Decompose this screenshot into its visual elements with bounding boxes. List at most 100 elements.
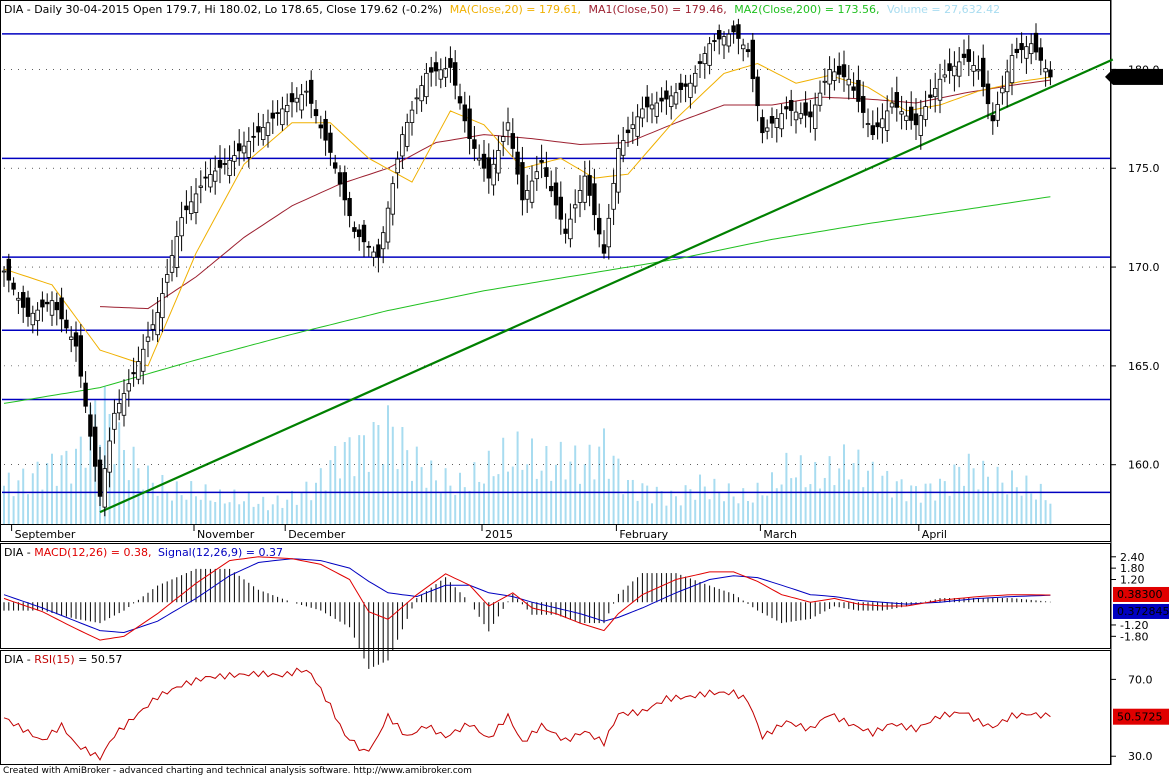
candle-body (356, 229, 362, 238)
date-axis-label: February (619, 528, 668, 541)
candle-body (347, 198, 352, 217)
candle-body (990, 115, 995, 122)
date-axis-label: December (288, 528, 346, 541)
candle-body (601, 244, 607, 254)
candle-body (83, 382, 88, 407)
candle-body (510, 133, 515, 149)
candle-body (856, 79, 861, 102)
candle-body (131, 372, 136, 375)
candle-body (404, 121, 410, 147)
price-tick-label: 175.0 (1128, 162, 1160, 175)
candle-body (184, 205, 189, 211)
candle-body (798, 113, 803, 119)
candle-body (702, 53, 707, 65)
candle-body (198, 185, 203, 188)
candle-body (232, 155, 237, 162)
candle-body (952, 65, 957, 77)
candle-body (169, 255, 175, 273)
candle-body (995, 104, 1000, 121)
candle-body (203, 176, 208, 179)
candle-body (126, 383, 131, 392)
trendline (99, 58, 1114, 514)
rsi-panel[interactable]: 70.0 30.0 50.5725 (3, 667, 1169, 763)
candle-body (534, 171, 539, 180)
candle-body (188, 201, 194, 214)
candle-body (909, 106, 914, 121)
candle-body (525, 190, 530, 200)
candle-body (1005, 71, 1010, 93)
candle-body (520, 162, 525, 201)
ma200-line (3, 196, 1051, 404)
rsi-tick-label: 30.0 (1128, 750, 1153, 763)
candle-body (789, 100, 794, 111)
candle-body (827, 69, 832, 85)
candle-body (472, 139, 477, 149)
candle-body (750, 39, 755, 80)
signal-value-label: 0.372845 (1117, 605, 1170, 618)
candle-body (697, 61, 703, 64)
candle-body (669, 95, 674, 107)
rsi-value-label: = 50.57 (78, 653, 122, 666)
candle-body (54, 302, 59, 311)
candle-body (117, 403, 122, 414)
candle-body (894, 92, 899, 108)
footer-credit: Created with AmiBroker - advanced charti… (3, 766, 472, 776)
candle-body (769, 116, 775, 124)
ma20-label: MA(Close,20) = 179.61, (450, 3, 581, 16)
candle-body (765, 127, 770, 132)
candle-body (1024, 46, 1029, 59)
candle-body (664, 90, 669, 100)
candle-body (45, 301, 50, 305)
candle-body (654, 102, 659, 117)
candle-body (121, 393, 127, 416)
candle-body (726, 33, 731, 47)
macd-label: MACD(12,26) = 0.38, (34, 546, 151, 559)
candle-body (553, 182, 559, 206)
last-price-label: 179.62 (1118, 71, 1157, 84)
candle-body (145, 336, 151, 342)
candle-body (155, 312, 160, 336)
candle-body (899, 111, 904, 115)
rsi-line (3, 667, 1051, 761)
candle-body (462, 104, 467, 122)
candle-body (308, 79, 314, 104)
candle-body (630, 124, 635, 129)
candle-body (476, 157, 482, 161)
candle-body (299, 94, 304, 111)
candle-body (875, 122, 880, 128)
candle-body (289, 93, 295, 103)
candle-body (683, 83, 688, 87)
candle-body (371, 251, 376, 258)
candle-body (717, 30, 722, 40)
candle-body (966, 49, 971, 62)
candle-body (179, 217, 184, 237)
candle-body (985, 83, 991, 105)
candle-body (597, 217, 602, 235)
candle-body (822, 80, 827, 83)
candle-body (515, 151, 520, 175)
candle-body (20, 292, 26, 308)
candle-body (428, 67, 434, 73)
candle-body (222, 163, 227, 165)
candle-body (793, 111, 799, 121)
candle-body (774, 118, 779, 128)
macd-value-label: 0.38300 (1117, 588, 1163, 601)
candle-body (280, 108, 285, 126)
candle-body (424, 72, 429, 98)
candle-body (500, 136, 506, 142)
candle-body (140, 348, 146, 372)
candle-body (352, 227, 357, 232)
macd-tick-label: 2.40 (1120, 551, 1145, 564)
price-panel[interactable]: 160.0165.0170.0175.0180.0179.62September… (1, 18, 1163, 541)
candle-body (678, 82, 683, 90)
candle-body (693, 72, 698, 87)
candle-body (78, 335, 83, 377)
macd-tick-label: 1.80 (1120, 562, 1145, 575)
candle-body (59, 297, 64, 320)
candle-body (721, 36, 727, 46)
macd-panel[interactable]: 2.401.801.20 -1.20-1.80 0.38300 0.372845 (3, 551, 1170, 669)
candle-body (582, 175, 587, 203)
candle-body (265, 122, 271, 136)
candle-body (1048, 69, 1053, 78)
candle-body (390, 183, 395, 215)
